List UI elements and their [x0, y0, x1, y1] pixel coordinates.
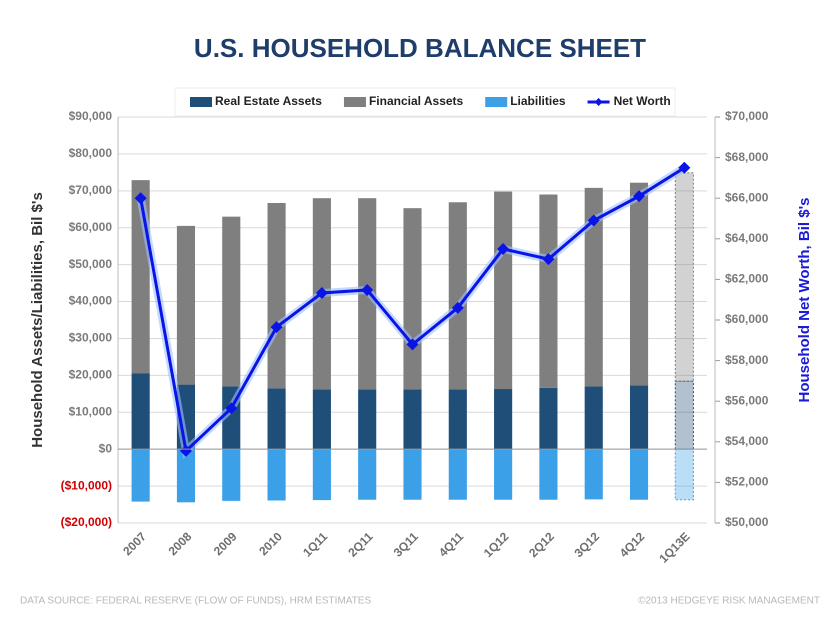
- bar: [131, 373, 150, 450]
- x-tick-label: 2009: [211, 529, 240, 558]
- y2-tick-label: $64,000: [725, 231, 769, 245]
- y2-tick-label: $70,000: [725, 109, 769, 123]
- y2-tick-label: $66,000: [725, 190, 769, 204]
- legend-label: Net Worth: [614, 94, 671, 108]
- y-tick-label: $20,000: [69, 368, 113, 382]
- bar: [629, 385, 649, 450]
- chart-title: U.S. HOUSEHOLD BALANCE SHEET: [194, 33, 646, 63]
- bar: [494, 389, 513, 450]
- x-tick-label: 2010: [256, 529, 285, 558]
- bar: [448, 202, 467, 390]
- bar: [267, 388, 286, 450]
- line-marker: [406, 338, 419, 351]
- legend-label: Real Estate Assets: [215, 94, 322, 108]
- bar: [358, 449, 377, 500]
- bar: [494, 449, 513, 500]
- bar: [674, 448, 694, 501]
- y2-tick-label: $52,000: [725, 475, 769, 489]
- bar: [584, 187, 603, 387]
- bar: [494, 191, 513, 390]
- bar: [629, 449, 649, 500]
- legend-swatch: [343, 97, 366, 107]
- x-tick-label: 4Q12: [617, 529, 648, 560]
- bar: [267, 202, 286, 389]
- x-tick-label: 2Q11: [345, 529, 375, 559]
- credit-note: ©2013 HEDGEYE RISK MANAGEMENT: [638, 596, 820, 607]
- y2-tick-label: $54,000: [725, 434, 769, 448]
- y2-tick-label: $58,000: [725, 353, 769, 367]
- bar: [358, 389, 377, 450]
- bar: [176, 449, 196, 503]
- bar: [584, 449, 603, 500]
- y-tick-label: $50,000: [69, 257, 113, 271]
- bar: [674, 172, 694, 382]
- bar: [403, 389, 422, 450]
- y2-tick-label: $56,000: [725, 393, 769, 407]
- x-tick-label: 3Q11: [391, 529, 421, 559]
- x-tick-label: 1Q11: [300, 529, 330, 559]
- bar: [267, 449, 286, 501]
- x-tick-label: 2007: [120, 529, 149, 558]
- legend-label: Financial Assets: [369, 94, 464, 108]
- y-tick-label: $40,000: [69, 294, 113, 308]
- source-note: DATA SOURCE: FEDERAL RESERVE (FLOW OF FU…: [20, 596, 371, 607]
- line-marker: [179, 444, 192, 457]
- y-tick-label: ($20,000): [61, 515, 112, 529]
- y2-tick-label: $62,000: [725, 272, 769, 286]
- line-marker: [587, 214, 600, 227]
- bar: [539, 449, 558, 500]
- bar: [674, 380, 694, 450]
- bar: [222, 449, 241, 501]
- line-marker: [678, 161, 691, 174]
- y2-tick-label: $50,000: [725, 515, 769, 529]
- bar: [131, 449, 150, 502]
- line-marker: [270, 321, 283, 334]
- legend-label: Liabilities: [510, 94, 566, 108]
- y2-tick-label: $60,000: [725, 312, 769, 326]
- bar: [448, 389, 467, 450]
- x-tick-label: 2Q12: [526, 529, 557, 560]
- line-marker: [633, 190, 646, 203]
- y-tick-label: $0: [99, 441, 113, 455]
- y-tick-label: $80,000: [69, 146, 113, 160]
- line-marker: [361, 283, 374, 296]
- bar: [584, 386, 603, 450]
- y2-tick-label: $68,000: [725, 150, 769, 164]
- legend-marker: [594, 98, 603, 106]
- x-tick-label: 4Q11: [436, 529, 466, 559]
- bar: [539, 387, 558, 450]
- bar: [629, 182, 649, 386]
- y2-axis-label: Household Net Worth, Bil $'s: [796, 198, 813, 403]
- bar: [403, 208, 422, 390]
- line-marker: [451, 301, 464, 314]
- bar: [312, 389, 331, 450]
- y-tick-label: $10,000: [69, 404, 113, 418]
- bar: [448, 449, 467, 500]
- bar: [403, 449, 422, 500]
- bar: [222, 216, 241, 387]
- line-marker: [315, 287, 328, 300]
- y-tick-label: $90,000: [69, 109, 113, 123]
- y-axis-label: Household Assets/Liabilities, Bil $'s: [29, 192, 46, 448]
- line-marker: [225, 402, 238, 415]
- legend-swatch: [190, 97, 212, 107]
- legend-swatch: [485, 97, 508, 107]
- line-marker: [542, 253, 555, 266]
- x-tick-label: 1Q12: [481, 529, 512, 560]
- line-marker: [497, 242, 510, 255]
- line-marker: [134, 192, 147, 205]
- bar: [176, 225, 196, 385]
- x-tick-label: 2008: [166, 529, 195, 558]
- y-tick-label: $60,000: [69, 220, 113, 234]
- y-tick-label: ($10,000): [61, 478, 112, 492]
- y-tick-label: $30,000: [69, 331, 113, 345]
- bar: [539, 194, 558, 388]
- x-tick-label: 1Q13E: [656, 529, 692, 565]
- bar: [312, 449, 331, 501]
- x-tick-label: 3Q12: [571, 529, 602, 560]
- y-tick-label: $70,000: [69, 183, 113, 197]
